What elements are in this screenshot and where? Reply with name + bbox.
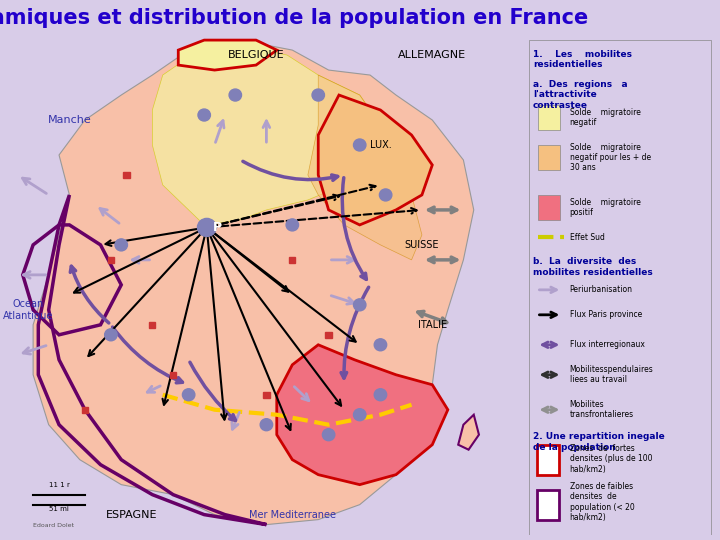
Text: Solde    migratoire
negatif: Solde migratoire negatif [570,108,641,127]
Bar [123,172,130,178]
Text: ESPAGNE: ESPAGNE [106,510,158,519]
Text: 2. Une repartition inegale
de la population: 2. Une repartition inegale de la populat… [533,432,665,451]
Text: Effet Sud: Effet Sud [570,233,605,242]
Circle shape [104,329,117,341]
Circle shape [197,218,216,237]
Bar [108,257,114,263]
Circle shape [286,219,299,231]
Text: Zones de faibles
densites  de
population (< 20
hab/km2): Zones de faibles densites de population … [570,482,634,522]
FancyBboxPatch shape [536,490,559,519]
Text: 11 1 r: 11 1 r [49,482,69,488]
FancyBboxPatch shape [539,195,560,220]
Polygon shape [308,75,422,260]
Text: 51 mi: 51 mi [49,506,69,512]
Circle shape [374,389,387,401]
Text: ALLEMAGNE: ALLEMAGNE [398,50,467,60]
Circle shape [374,339,387,351]
Circle shape [354,139,366,151]
Text: Mobilitesspendulaires
liees au travail: Mobilitesspendulaires liees au travail [570,365,653,384]
Circle shape [323,429,335,441]
Bar [289,257,295,263]
Text: Solde    migratoire
negatif pour les + de
30 ans: Solde migratoire negatif pour les + de 3… [570,143,651,172]
Circle shape [115,239,127,251]
Text: Manche: Manche [48,115,91,125]
Bar [264,392,269,398]
Text: Solde    migratoire
positif: Solde migratoire positif [570,198,641,217]
Bar [170,372,176,378]
Polygon shape [318,95,432,225]
FancyBboxPatch shape [539,145,560,170]
Bar [82,407,88,413]
Polygon shape [33,40,474,525]
Circle shape [312,89,325,101]
Text: P: P [212,221,222,234]
Text: Flux Paris province: Flux Paris province [570,310,642,319]
Text: Dynamiques et distribution de la population en France: Dynamiques et distribution de la populat… [0,8,588,28]
Polygon shape [276,345,448,485]
Text: LUX.: LUX. [369,140,392,150]
Text: Edoard Dolet: Edoard Dolet [33,523,74,528]
Text: Flux interregionaux: Flux interregionaux [570,340,644,349]
Text: 1.    Les    mobilites
residentielles: 1. Les mobilites residentielles [533,50,632,70]
Bar [149,322,156,328]
Text: BELGIQUE: BELGIQUE [228,50,284,60]
Circle shape [379,189,392,201]
Circle shape [198,109,210,121]
Circle shape [182,389,195,401]
Polygon shape [458,415,479,450]
Text: a.  Des  regions   a
l'attractivite
contrastee: a. Des regions a l'attractivite contrast… [533,80,628,110]
Text: b.  La  diversite  des
mobilites residentielles: b. La diversite des mobilites residentie… [533,258,652,277]
Polygon shape [153,45,380,225]
Circle shape [354,409,366,421]
Text: Periurbanisation: Periurbanisation [570,285,633,294]
Text: Mobilites
transfrontalieres: Mobilites transfrontalieres [570,400,634,420]
Text: ITALIE: ITALIE [418,320,447,330]
Text: SUISSE: SUISSE [405,240,439,250]
Circle shape [260,418,273,431]
Bar [325,332,332,338]
Text: Ocean
Atlantique: Ocean Atlantique [3,299,53,321]
Text: Mer Mediterranee: Mer Mediterranee [249,510,336,519]
Circle shape [354,299,366,311]
FancyBboxPatch shape [539,105,560,130]
Circle shape [229,89,241,101]
Polygon shape [179,40,276,70]
Text: Zones  de  fortes
densites (plus de 100
hab/km2): Zones de fortes densites (plus de 100 ha… [570,444,652,474]
FancyBboxPatch shape [536,444,559,475]
